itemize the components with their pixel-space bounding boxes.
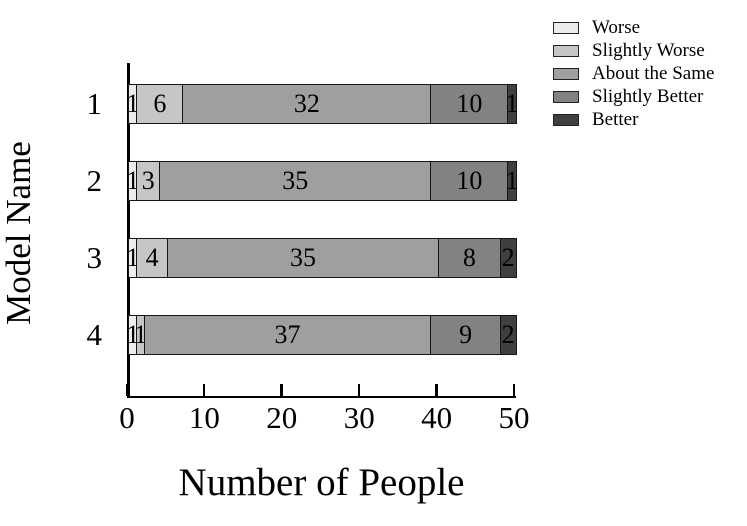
bar-row: 1 1 37 9 2	[126, 315, 517, 355]
legend-label: Better	[592, 108, 639, 130]
y-category-label: 2	[86, 163, 103, 198]
bar-segment: 6	[135, 84, 184, 124]
legend-swatch	[553, 44, 579, 57]
bar-segment: 1	[505, 84, 519, 124]
x-tick-label: 10	[188, 400, 220, 435]
bar-segment: 32	[182, 84, 432, 124]
bar-segment-label: 1	[505, 166, 519, 195]
y-axis-line	[127, 63, 130, 398]
legend-item: Slightly Worse	[553, 39, 714, 62]
bar-segment-label: 3	[141, 166, 155, 195]
x-tick-label: 50	[498, 400, 530, 435]
y-category-label: 4	[86, 317, 103, 352]
legend-item: Better	[553, 108, 714, 131]
bar-segment-label: 35	[282, 166, 309, 195]
bar-segment: 3	[135, 161, 161, 201]
bar-segment-label: 1	[505, 89, 519, 118]
x-tick	[512, 384, 515, 396]
bar-segment: 35	[166, 238, 440, 278]
bar-segment: 10	[429, 84, 509, 124]
legend-swatch	[553, 90, 579, 103]
legend-item: Slightly Better	[553, 85, 714, 108]
x-tick-label: 30	[343, 400, 375, 435]
x-tick	[357, 384, 361, 396]
y-category-label: 3	[86, 240, 103, 275]
bar-segment-label: 35	[290, 243, 317, 272]
bar-segment: 4	[135, 238, 169, 278]
bar-segment-label: 9	[459, 320, 473, 349]
bar-segment: 37	[143, 315, 432, 355]
x-axis-line	[127, 395, 516, 398]
bar-segment-label: 37	[274, 320, 301, 349]
x-tick-label: 40	[421, 400, 453, 435]
legend-swatch	[553, 21, 579, 34]
bar-row: 1 6 32 10 1	[126, 84, 519, 124]
bar-segment-label: 2	[501, 243, 515, 272]
bar-segment-label: 10	[456, 89, 483, 118]
legend: Worse Slightly Worse About the Same Slightl…	[553, 16, 714, 131]
bar-segment-label: 10	[456, 166, 483, 195]
x-tick-label: 0	[119, 400, 135, 435]
bar-segment-label: 4	[145, 243, 159, 272]
bar-segment: 1	[505, 161, 519, 201]
bar-segment-label: 32	[293, 89, 320, 118]
y-category-label: 1	[86, 86, 103, 121]
bar-segment: 10	[429, 161, 509, 201]
bar-segment: 9	[429, 315, 502, 355]
bar-segment-label: 8	[462, 243, 476, 272]
legend-label: Worse	[592, 16, 641, 38]
legend-label: About the Same	[592, 62, 715, 84]
legend-item: About the Same	[553, 62, 714, 85]
legend-item: Worse	[553, 16, 714, 39]
x-tick	[435, 384, 438, 396]
x-tick	[202, 384, 206, 396]
bar-segment: 2	[499, 238, 517, 278]
x-tick	[125, 384, 128, 396]
x-tick-label: 20	[266, 400, 298, 435]
bar-segment: 35	[158, 161, 432, 201]
legend-label: Slightly Better	[592, 85, 704, 107]
bar-segment: 8	[437, 238, 502, 278]
bar-segment-label: 2	[501, 320, 515, 349]
bar-row: 1 4 35 8 2	[126, 238, 517, 278]
legend-swatch	[553, 67, 579, 80]
bar-row: 1 3 35 10 1	[126, 161, 519, 201]
legend-swatch	[553, 113, 579, 126]
bar-segment: 2	[499, 315, 517, 355]
bar-segment-label: 6	[153, 89, 167, 118]
x-axis-title: Number of People	[178, 461, 465, 504]
x-tick	[280, 384, 283, 396]
legend-label: Slightly Worse	[592, 39, 705, 61]
